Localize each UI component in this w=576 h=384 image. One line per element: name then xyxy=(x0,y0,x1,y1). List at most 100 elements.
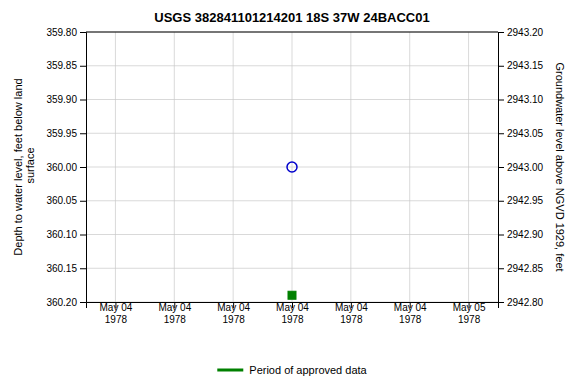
tick: 360.15 xyxy=(46,263,86,274)
tick-mark xyxy=(80,268,86,269)
tick-label-line: 1978 xyxy=(340,314,363,325)
tick-mark xyxy=(80,100,86,101)
grid-line xyxy=(174,32,175,302)
tick-label: 360.05 xyxy=(46,195,77,206)
tick-mark xyxy=(80,302,86,303)
tick-mark xyxy=(80,235,86,236)
tick-label-line: 1978 xyxy=(458,314,481,325)
tick-label-line: May 04 xyxy=(276,302,309,313)
tick-mark xyxy=(80,167,86,168)
tick: May 041978 xyxy=(100,302,133,325)
legend-item: Period of approved data xyxy=(217,364,367,376)
tick-label-line: May 05 xyxy=(453,302,486,313)
tick-mark xyxy=(498,100,504,101)
marks xyxy=(287,162,297,299)
tick-mark xyxy=(498,201,504,202)
tick-mark xyxy=(80,201,86,202)
tick-mark xyxy=(498,133,504,134)
tick-label: 2943.00 xyxy=(507,162,544,173)
tick-mark xyxy=(498,167,504,168)
tick-mark xyxy=(80,32,86,33)
tick-label: 360.00 xyxy=(46,162,77,173)
x-axis: May 041978May 041978May 041978May 041978… xyxy=(87,302,499,325)
axis-line xyxy=(80,33,87,303)
tick-mark xyxy=(498,302,504,303)
tick: 2943.00 xyxy=(498,162,544,173)
tick-label-line: May 04 xyxy=(394,302,427,313)
tick-label: 360.20 xyxy=(46,297,77,308)
tick-label: 2943.20 xyxy=(507,27,544,38)
tick-label-line: May 04 xyxy=(217,302,250,313)
plot-frame xyxy=(86,32,498,33)
tick-label-line: 1978 xyxy=(223,314,246,325)
tick: 360.05 xyxy=(46,195,86,206)
grid xyxy=(86,32,498,302)
tick-label: May 041978 xyxy=(335,302,368,325)
tick-label: May 041978 xyxy=(217,302,250,325)
tick: 360.10 xyxy=(46,229,86,240)
tick: 2943.20 xyxy=(498,27,544,38)
grid-line xyxy=(292,32,293,302)
tick-mark xyxy=(498,235,504,236)
tick-label: 2942.95 xyxy=(507,195,544,206)
grid-line xyxy=(233,32,234,302)
tick: May 041978 xyxy=(335,302,368,325)
title: USGS 382841101214201 18S 37W 24BACC01 xyxy=(154,10,429,25)
y2-axis: 2942.80 2942.85 2942.90 2942.95 2943.00 2943.… xyxy=(498,27,544,308)
tick: May 041978 xyxy=(276,302,309,325)
y2-axis-title-line: Groundwater level above NGVD 1929, feet xyxy=(554,62,566,271)
grid-line xyxy=(86,32,498,33)
y-axis: 359.80 359.85 359.90 359.95 360.00 360.05 360.… xyxy=(46,27,86,308)
tick: May 041978 xyxy=(217,302,250,325)
tick: 360.00 xyxy=(46,162,86,173)
tick-label-line: 1978 xyxy=(164,314,187,325)
axis-line xyxy=(499,33,505,303)
tick: May 041978 xyxy=(394,302,427,325)
tick-label: 2942.85 xyxy=(507,263,544,274)
tick-label: May 051978 xyxy=(453,302,486,325)
tick-label-line: 1978 xyxy=(281,314,304,325)
legend-swatch xyxy=(217,369,243,372)
tick-label: 359.80 xyxy=(46,27,77,38)
chart: May 041978May 041978May 041978May 041978… xyxy=(0,0,576,384)
tick-label: May 041978 xyxy=(100,302,133,325)
grid-line xyxy=(468,32,469,302)
tick-mark xyxy=(498,32,504,33)
tick: 359.80 xyxy=(46,27,86,38)
tick: 2942.90 xyxy=(498,229,544,240)
tick: 2942.80 xyxy=(498,297,544,308)
grid-line xyxy=(350,32,351,302)
tick: 359.95 xyxy=(46,128,86,139)
y2-axis-title: Groundwater level above NGVD 1929, feet xyxy=(554,62,566,271)
tick: 2942.85 xyxy=(498,263,544,274)
tick: 359.85 xyxy=(46,60,86,71)
tick: 360.20 xyxy=(46,297,86,308)
tick-label: 2943.05 xyxy=(507,128,544,139)
tick: 2942.95 xyxy=(498,195,544,206)
tick-label-line: May 04 xyxy=(158,302,191,313)
tick-label: 359.95 xyxy=(46,128,77,139)
tick-label: May 041978 xyxy=(394,302,427,325)
tick-label: 359.90 xyxy=(46,94,77,105)
point xyxy=(288,291,296,299)
tick: May 051978 xyxy=(453,302,486,325)
tick-label: 360.15 xyxy=(46,263,77,274)
tick: May 041978 xyxy=(158,302,191,325)
legend: Period of approved data xyxy=(217,364,367,376)
tick-mark xyxy=(80,133,86,134)
grid-line xyxy=(115,32,116,302)
tick-label: 360.10 xyxy=(46,229,77,240)
tick: 2943.10 xyxy=(498,94,544,105)
tick-mark xyxy=(498,66,504,67)
y-axis-title-line: surface xyxy=(24,147,36,186)
tick-label-line: 1978 xyxy=(105,314,128,325)
tick-label: 2942.90 xyxy=(507,229,544,240)
tick-label: 359.85 xyxy=(46,60,77,71)
tick-label: 2943.15 xyxy=(507,60,544,71)
tick-label: May 041978 xyxy=(276,302,309,325)
tick-label: 2943.10 xyxy=(507,94,544,105)
tick-label: 2942.80 xyxy=(507,297,544,308)
tick-mark xyxy=(80,66,86,67)
y-axis-title-line: Depth to water level, feet below land xyxy=(12,78,24,255)
legend-label: Period of approved data xyxy=(249,364,367,376)
